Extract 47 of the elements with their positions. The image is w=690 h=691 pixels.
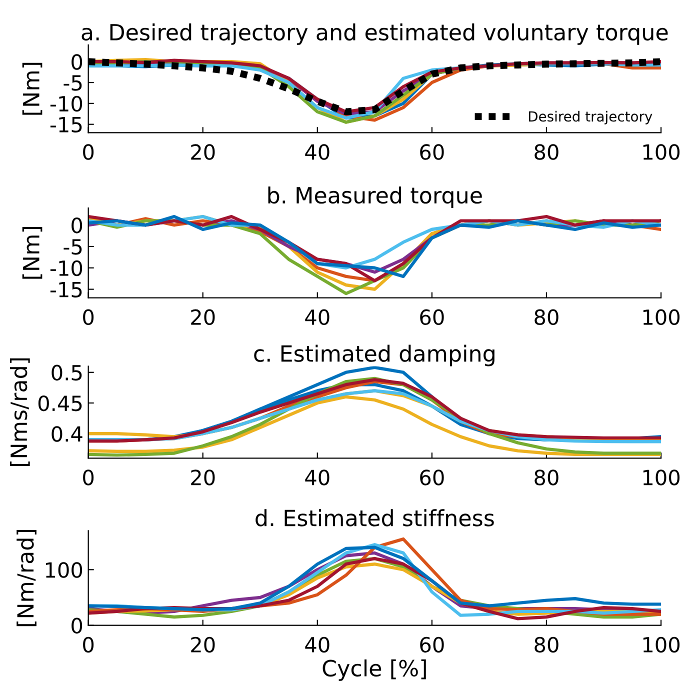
y-tick-label: 0.45 [38, 395, 82, 412]
x-tick-label: 100 [643, 636, 680, 653]
chart-title: c. Estimated damping [254, 344, 494, 366]
x-tick-label: 100 [643, 144, 680, 160]
y-axis-title: [Nm] [22, 227, 42, 279]
chart-title: a. Desired trajectory and estimated voluntary torque [82, 23, 668, 45]
x-tick-label: 20 [191, 144, 215, 160]
x-tick-label: 100 [643, 309, 680, 326]
x-tick-label: 20 [191, 636, 215, 653]
x-tick-label: 60 [420, 144, 444, 160]
y-tick-label: -10 [50, 96, 82, 112]
y-tick-label: 0 [72, 618, 82, 634]
y-tick-label: -5 [64, 75, 82, 91]
y-axis-title: [Nm] [22, 62, 42, 115]
x-tick-label: 60 [420, 309, 444, 326]
y-tick-label: 100 [46, 562, 82, 578]
x-tick-label: 0 [83, 144, 94, 160]
x-tick-label: 0 [83, 636, 94, 653]
y-tick-label: 0.4 [52, 426, 82, 442]
y-tick-label: -5 [64, 239, 82, 255]
y-tick-label: 0.5 [52, 364, 82, 381]
y-axis-title: [Nm/rad] [16, 530, 36, 626]
y-tick-label: 0 [72, 218, 82, 234]
x-tick-label: 80 [534, 470, 558, 486]
chart-title: b. Measured torque [268, 186, 482, 208]
y-tick-label: -15 [50, 282, 82, 298]
y-tick-label: -15 [50, 117, 82, 133]
legend-label: Desired trajectory [528, 110, 652, 124]
x-tick-label: 100 [643, 470, 680, 486]
x-tick-label: 40 [305, 144, 330, 160]
x-axis-title: Cycle [%] [322, 659, 426, 681]
x-tick-label: 80 [534, 636, 558, 653]
x-tick-label: 60 [420, 636, 444, 653]
y-tick-label: -10 [50, 260, 82, 276]
x-tick-label: 0 [83, 470, 94, 486]
y-axis-title: [Nms/rad] [10, 358, 30, 466]
x-tick-label: 80 [534, 144, 558, 160]
x-tick-label: 20 [191, 470, 215, 486]
x-tick-label: 40 [305, 636, 330, 653]
x-tick-label: 80 [534, 309, 558, 326]
y-tick-label: 0 [72, 54, 82, 70]
x-tick-label: 40 [305, 309, 330, 326]
x-tick-label: 0 [83, 309, 94, 326]
x-tick-label: 20 [191, 309, 215, 326]
x-tick-label: 60 [420, 470, 444, 486]
chart-title: d. Estimated stiffness [256, 509, 494, 526]
x-tick-label: 40 [305, 470, 330, 486]
